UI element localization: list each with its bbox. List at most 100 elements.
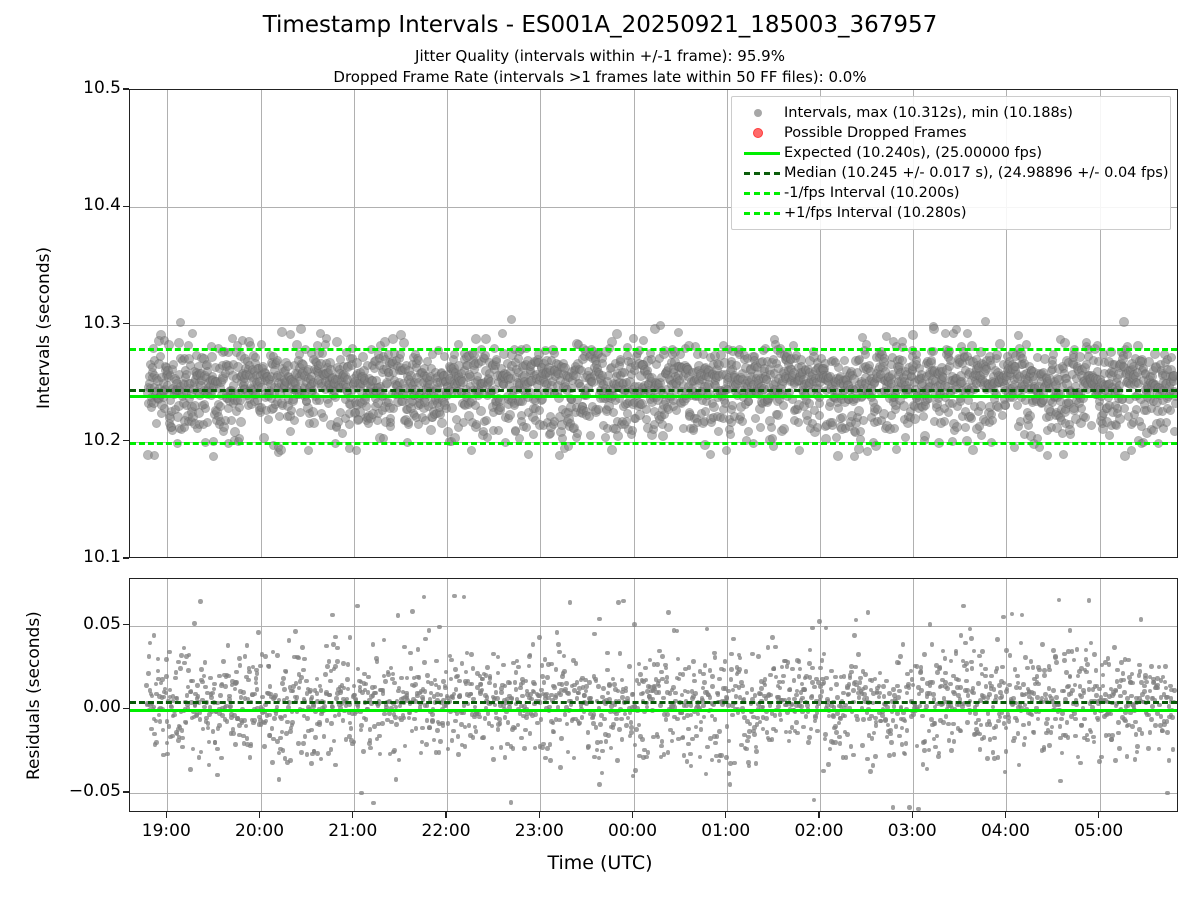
data-point — [600, 432, 610, 442]
data-point — [818, 694, 823, 699]
data-point — [395, 613, 401, 618]
data-point — [992, 735, 997, 741]
data-point — [707, 668, 713, 673]
data-point — [659, 743, 664, 749]
data-point — [967, 626, 973, 631]
data-point — [152, 419, 162, 429]
data-point — [1149, 717, 1154, 722]
data-point — [764, 730, 770, 735]
x-tick-label: 21:00 — [328, 821, 378, 841]
data-point — [317, 683, 323, 689]
data-point — [818, 665, 823, 671]
data-point — [1053, 716, 1058, 722]
data-point — [254, 671, 260, 676]
data-point — [976, 717, 981, 723]
data-point — [928, 324, 939, 335]
data-point — [644, 754, 649, 760]
data-point — [827, 746, 833, 752]
data-point — [943, 680, 948, 685]
data-point — [987, 692, 992, 697]
data-point — [853, 617, 859, 623]
data-point — [212, 740, 218, 745]
data-point — [821, 768, 826, 774]
data-point — [326, 659, 332, 664]
data-point — [501, 662, 506, 668]
data-point — [304, 445, 314, 455]
data-point — [1117, 746, 1122, 751]
data-point — [834, 730, 839, 735]
data-point — [372, 684, 378, 690]
data-point — [328, 678, 333, 684]
data-point — [285, 329, 295, 339]
data-point — [532, 745, 538, 751]
data-point — [710, 684, 715, 689]
data-point — [286, 405, 296, 415]
data-point — [712, 655, 718, 660]
data-point — [205, 725, 211, 731]
data-point — [803, 714, 809, 719]
data-point — [675, 716, 680, 722]
data-point — [740, 683, 745, 689]
data-point — [819, 658, 825, 663]
data-point — [681, 753, 687, 758]
data-point — [231, 731, 236, 736]
data-point — [824, 675, 829, 681]
data-point — [1130, 680, 1135, 685]
gridline-vertical — [447, 90, 449, 557]
data-point — [479, 687, 485, 693]
data-point — [889, 740, 894, 745]
data-point — [164, 657, 169, 662]
data-point — [919, 411, 929, 421]
data-point — [695, 711, 701, 717]
data-point — [413, 682, 418, 687]
data-point — [466, 723, 472, 728]
data-point — [288, 758, 293, 763]
data-point — [895, 683, 900, 689]
data-point — [446, 403, 457, 414]
data-point — [1018, 640, 1024, 646]
data-point — [834, 682, 839, 687]
data-point — [455, 673, 460, 679]
data-point — [290, 720, 295, 725]
data-point — [1100, 672, 1106, 678]
data-point — [597, 782, 602, 787]
legend-item-label: Expected (10.240s), (25.00000 fps) — [784, 145, 1043, 161]
data-point — [242, 654, 248, 659]
data-point — [351, 683, 357, 689]
data-point — [802, 687, 807, 692]
data-point — [586, 744, 591, 749]
data-point — [294, 695, 300, 700]
data-point — [976, 681, 981, 686]
data-point — [944, 407, 954, 417]
data-point — [260, 694, 265, 700]
data-point — [608, 745, 614, 751]
data-point — [594, 747, 600, 753]
data-point — [215, 772, 220, 778]
data-point — [768, 692, 774, 698]
data-point — [192, 621, 197, 626]
data-point — [935, 670, 940, 675]
data-point — [869, 736, 875, 741]
data-point — [429, 681, 434, 686]
data-point — [799, 704, 804, 709]
data-point — [989, 673, 994, 679]
reference-line — [130, 701, 1177, 704]
data-point — [1028, 659, 1034, 664]
data-point — [978, 722, 984, 728]
reference-line — [130, 709, 1177, 713]
data-point — [453, 687, 459, 692]
x-tick-label: 02:00 — [794, 821, 844, 841]
data-point — [363, 681, 369, 687]
data-point — [396, 349, 405, 359]
data-point — [451, 691, 457, 697]
x-tick-label: 04:00 — [980, 821, 1030, 841]
data-point — [1083, 657, 1089, 662]
data-point — [389, 719, 394, 725]
data-point — [1034, 674, 1040, 679]
data-point — [144, 683, 149, 688]
data-point — [347, 720, 353, 726]
data-point — [155, 656, 161, 662]
data-point — [697, 754, 703, 760]
data-point — [846, 682, 852, 687]
data-point — [309, 695, 315, 700]
